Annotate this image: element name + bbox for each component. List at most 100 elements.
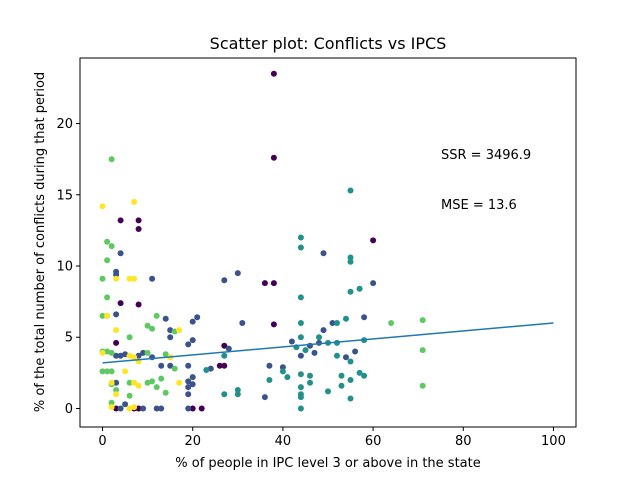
data-point bbox=[189, 337, 196, 344]
data-point bbox=[149, 275, 156, 282]
data-point bbox=[140, 349, 147, 356]
data-point bbox=[99, 203, 106, 210]
data-point bbox=[153, 384, 160, 391]
regression-layer bbox=[102, 322, 554, 364]
data-point bbox=[108, 404, 115, 411]
data-point bbox=[135, 382, 142, 389]
data-point bbox=[153, 312, 160, 319]
data-point bbox=[261, 280, 268, 287]
data-point bbox=[320, 327, 327, 334]
data-point bbox=[131, 404, 138, 411]
data-point bbox=[122, 401, 129, 408]
data-point bbox=[221, 277, 228, 284]
data-point bbox=[284, 374, 291, 381]
data-point bbox=[207, 365, 214, 372]
data-point bbox=[261, 394, 268, 401]
data-point bbox=[185, 341, 192, 348]
data-point bbox=[167, 362, 174, 369]
data-point bbox=[113, 327, 120, 334]
data-point bbox=[419, 317, 426, 324]
data-point bbox=[131, 198, 138, 205]
data-point bbox=[329, 320, 336, 326]
data-point bbox=[361, 314, 368, 321]
data-point bbox=[270, 70, 277, 77]
data-point bbox=[297, 320, 304, 326]
data-point bbox=[135, 217, 142, 224]
data-point bbox=[104, 368, 111, 375]
data-point bbox=[117, 217, 124, 224]
data-point bbox=[221, 391, 228, 398]
data-point bbox=[221, 342, 228, 349]
data-point bbox=[302, 347, 309, 354]
y-axis: 0 5 10 15 20 bbox=[56, 117, 80, 417]
data-point bbox=[270, 321, 277, 328]
data-point bbox=[297, 394, 304, 401]
data-point bbox=[325, 388, 331, 395]
data-point bbox=[370, 280, 377, 287]
data-point bbox=[185, 378, 192, 385]
y-axis-label: % of the total number of conflicts durin… bbox=[33, 72, 48, 412]
data-point bbox=[270, 280, 277, 287]
data-point bbox=[113, 311, 120, 318]
x-tick-label: 80 bbox=[455, 434, 472, 449]
data-point bbox=[347, 187, 354, 194]
data-point bbox=[234, 387, 241, 393]
data-point bbox=[307, 379, 313, 386]
data-point bbox=[297, 334, 304, 341]
data-point bbox=[347, 254, 354, 261]
data-point bbox=[338, 372, 345, 379]
data-point bbox=[131, 354, 138, 361]
data-point bbox=[108, 156, 115, 163]
data-point bbox=[189, 381, 196, 388]
x-tick-label: 60 bbox=[365, 434, 382, 449]
data-point bbox=[352, 348, 359, 355]
points-layer bbox=[99, 70, 426, 412]
data-point bbox=[185, 391, 192, 398]
data-point bbox=[167, 327, 174, 334]
data-point bbox=[320, 250, 327, 257]
data-point bbox=[135, 352, 142, 359]
data-point bbox=[144, 322, 151, 329]
data-point bbox=[126, 379, 133, 386]
data-point bbox=[162, 351, 169, 358]
data-point bbox=[104, 257, 111, 264]
data-point bbox=[113, 352, 120, 359]
data-point bbox=[388, 320, 395, 326]
data-point bbox=[189, 374, 196, 381]
data-point bbox=[356, 285, 363, 292]
y-tick-label: 10 bbox=[56, 260, 73, 275]
data-point bbox=[104, 348, 111, 355]
data-point bbox=[297, 234, 304, 241]
x-tick-label: 40 bbox=[275, 434, 292, 449]
data-point bbox=[117, 405, 124, 412]
data-point bbox=[307, 372, 313, 379]
data-point bbox=[117, 352, 124, 359]
data-point bbox=[297, 352, 304, 359]
data-point bbox=[334, 352, 340, 359]
data-point bbox=[347, 258, 354, 265]
data-point bbox=[239, 320, 246, 326]
data-point bbox=[99, 349, 106, 356]
data-point bbox=[338, 382, 345, 389]
y-tick-label: 0 bbox=[65, 402, 73, 417]
data-point bbox=[347, 358, 354, 365]
x-tick-label: 0 bbox=[98, 434, 106, 449]
y-tick-label: 20 bbox=[56, 117, 73, 132]
data-point bbox=[117, 300, 124, 307]
data-point bbox=[176, 379, 183, 386]
data-point bbox=[216, 362, 223, 369]
data-point bbox=[108, 379, 115, 386]
data-point bbox=[185, 405, 192, 412]
data-point bbox=[176, 327, 183, 334]
data-point bbox=[162, 315, 169, 322]
data-point bbox=[297, 294, 304, 301]
data-point bbox=[221, 362, 228, 369]
data-point bbox=[135, 301, 142, 308]
data-point bbox=[135, 405, 142, 412]
data-point bbox=[104, 294, 111, 301]
data-point bbox=[189, 405, 196, 412]
data-point bbox=[198, 405, 205, 412]
data-point bbox=[297, 405, 304, 412]
data-point bbox=[185, 384, 192, 391]
